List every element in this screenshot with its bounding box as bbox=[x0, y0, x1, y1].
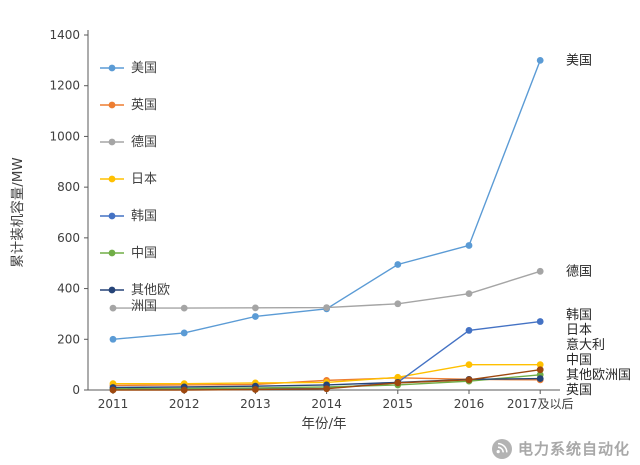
series-point-日本 bbox=[536, 361, 544, 369]
x-axis-title: 年份/年 bbox=[301, 416, 346, 432]
series-point-意大利 bbox=[109, 386, 117, 394]
series-point-德国 bbox=[394, 300, 402, 308]
series-point-日本 bbox=[394, 373, 402, 381]
series-point-意大利 bbox=[465, 376, 473, 384]
legend-dot-marker bbox=[108, 64, 116, 72]
series-line-美国 bbox=[112, 60, 541, 340]
series-end-label-其他欧洲国: 其他欧洲国 bbox=[566, 368, 631, 383]
legend-label: 其他欧 bbox=[131, 283, 170, 298]
legend-dot-marker bbox=[108, 101, 116, 109]
watermark-text: 电力系统自动化 bbox=[517, 440, 630, 458]
y-tick-label: 1400 bbox=[49, 28, 80, 42]
legend-item-德国: 德国 bbox=[100, 135, 157, 150]
series-end-label-英国: 英国 bbox=[566, 383, 592, 398]
legend-item-韩国: 韩国 bbox=[100, 209, 157, 224]
series-point-德国 bbox=[252, 304, 259, 312]
series-point-韩国 bbox=[536, 318, 544, 325]
x-tick-label: 2015 bbox=[383, 397, 414, 411]
series-point-德国 bbox=[323, 304, 330, 311]
legend-dot-marker bbox=[108, 249, 116, 257]
series-point-德国 bbox=[465, 290, 473, 298]
series-point-意大利 bbox=[323, 385, 330, 393]
series-end-label-韩国: 韩国 bbox=[566, 308, 592, 323]
series-point-日本 bbox=[465, 361, 473, 369]
y-axis-title: 累计装机容量/MW bbox=[9, 157, 26, 268]
series-point-美国 bbox=[252, 313, 259, 320]
x-tick-label: 2012 bbox=[169, 397, 200, 411]
y-tick-label: 1000 bbox=[49, 129, 80, 143]
legend-item-美国: 美国 bbox=[100, 61, 157, 76]
x-tick-label: 2011 bbox=[98, 397, 129, 411]
legend-item-其他欧洲国: 其他欧洲国 bbox=[100, 283, 170, 314]
series-end-label-中国: 中国 bbox=[566, 353, 592, 368]
series-end-label-意大利: 意大利 bbox=[566, 337, 605, 353]
series-point-意大利 bbox=[180, 386, 188, 394]
legend-label: 英国 bbox=[131, 98, 157, 113]
series-line-德国 bbox=[113, 270, 541, 309]
series-end-label-德国: 德国 bbox=[566, 264, 592, 279]
series-point-德国 bbox=[536, 267, 544, 275]
y-tick-label: 800 bbox=[57, 180, 80, 194]
series-end-label-美国: 美国 bbox=[566, 53, 592, 68]
series-point-美国 bbox=[394, 261, 402, 268]
y-tick-label: 0 bbox=[72, 383, 80, 397]
series-point-意大利 bbox=[394, 379, 402, 387]
legend-label: 日本 bbox=[131, 172, 157, 187]
series-end-label-日本: 日本 bbox=[566, 323, 592, 338]
legend-item-中国: 中国 bbox=[100, 246, 157, 261]
chart-canvas: 0 200 400 600 800 1000 1200 1400 2011 2012 2013 201… bbox=[9, 28, 631, 432]
series-point-意大利 bbox=[252, 386, 259, 393]
y-tick-label: 400 bbox=[57, 282, 80, 296]
watermark: 电力系统自动化 bbox=[491, 438, 630, 459]
y-tick-label: 1200 bbox=[49, 79, 80, 93]
legend-dot-marker bbox=[108, 175, 116, 183]
legend-item-日本: 日本 bbox=[100, 172, 157, 187]
legend-dot-marker bbox=[108, 286, 116, 294]
series-point-意大利 bbox=[536, 366, 544, 374]
series-point-美国 bbox=[109, 335, 117, 343]
legend-dot-marker bbox=[108, 138, 116, 146]
series-point-德国 bbox=[180, 304, 188, 312]
legend-dot-marker bbox=[108, 212, 116, 220]
cumulative-capacity-line-chart: 0 200 400 600 800 1000 1200 1400 2011 2012 2013 201… bbox=[9, 28, 631, 432]
series-point-其他欧洲国 bbox=[536, 375, 544, 382]
y-tick-label: 600 bbox=[57, 231, 80, 245]
series-point-韩国 bbox=[465, 327, 473, 334]
legend-label: 韩国 bbox=[131, 209, 157, 224]
legend-label: 中国 bbox=[131, 246, 157, 261]
watermark-signal-logo-icon bbox=[491, 438, 512, 459]
x-tick-label: 2014 bbox=[311, 397, 342, 411]
series-point-美国 bbox=[465, 242, 473, 249]
series-point-德国 bbox=[109, 304, 117, 312]
series-point-美国 bbox=[180, 329, 188, 337]
y-tick-label: 200 bbox=[57, 332, 80, 346]
legend-label: 德国 bbox=[131, 135, 157, 150]
x-tick-label: 2013 bbox=[240, 397, 271, 411]
x-tick-label: 2017及以后 bbox=[507, 397, 574, 411]
legend-label: 洲国 bbox=[131, 299, 157, 314]
series-point-美国 bbox=[536, 56, 544, 64]
x-tick-label: 2016 bbox=[454, 397, 485, 411]
legend-item-英国: 英国 bbox=[100, 98, 157, 113]
legend-label: 美国 bbox=[131, 61, 157, 76]
